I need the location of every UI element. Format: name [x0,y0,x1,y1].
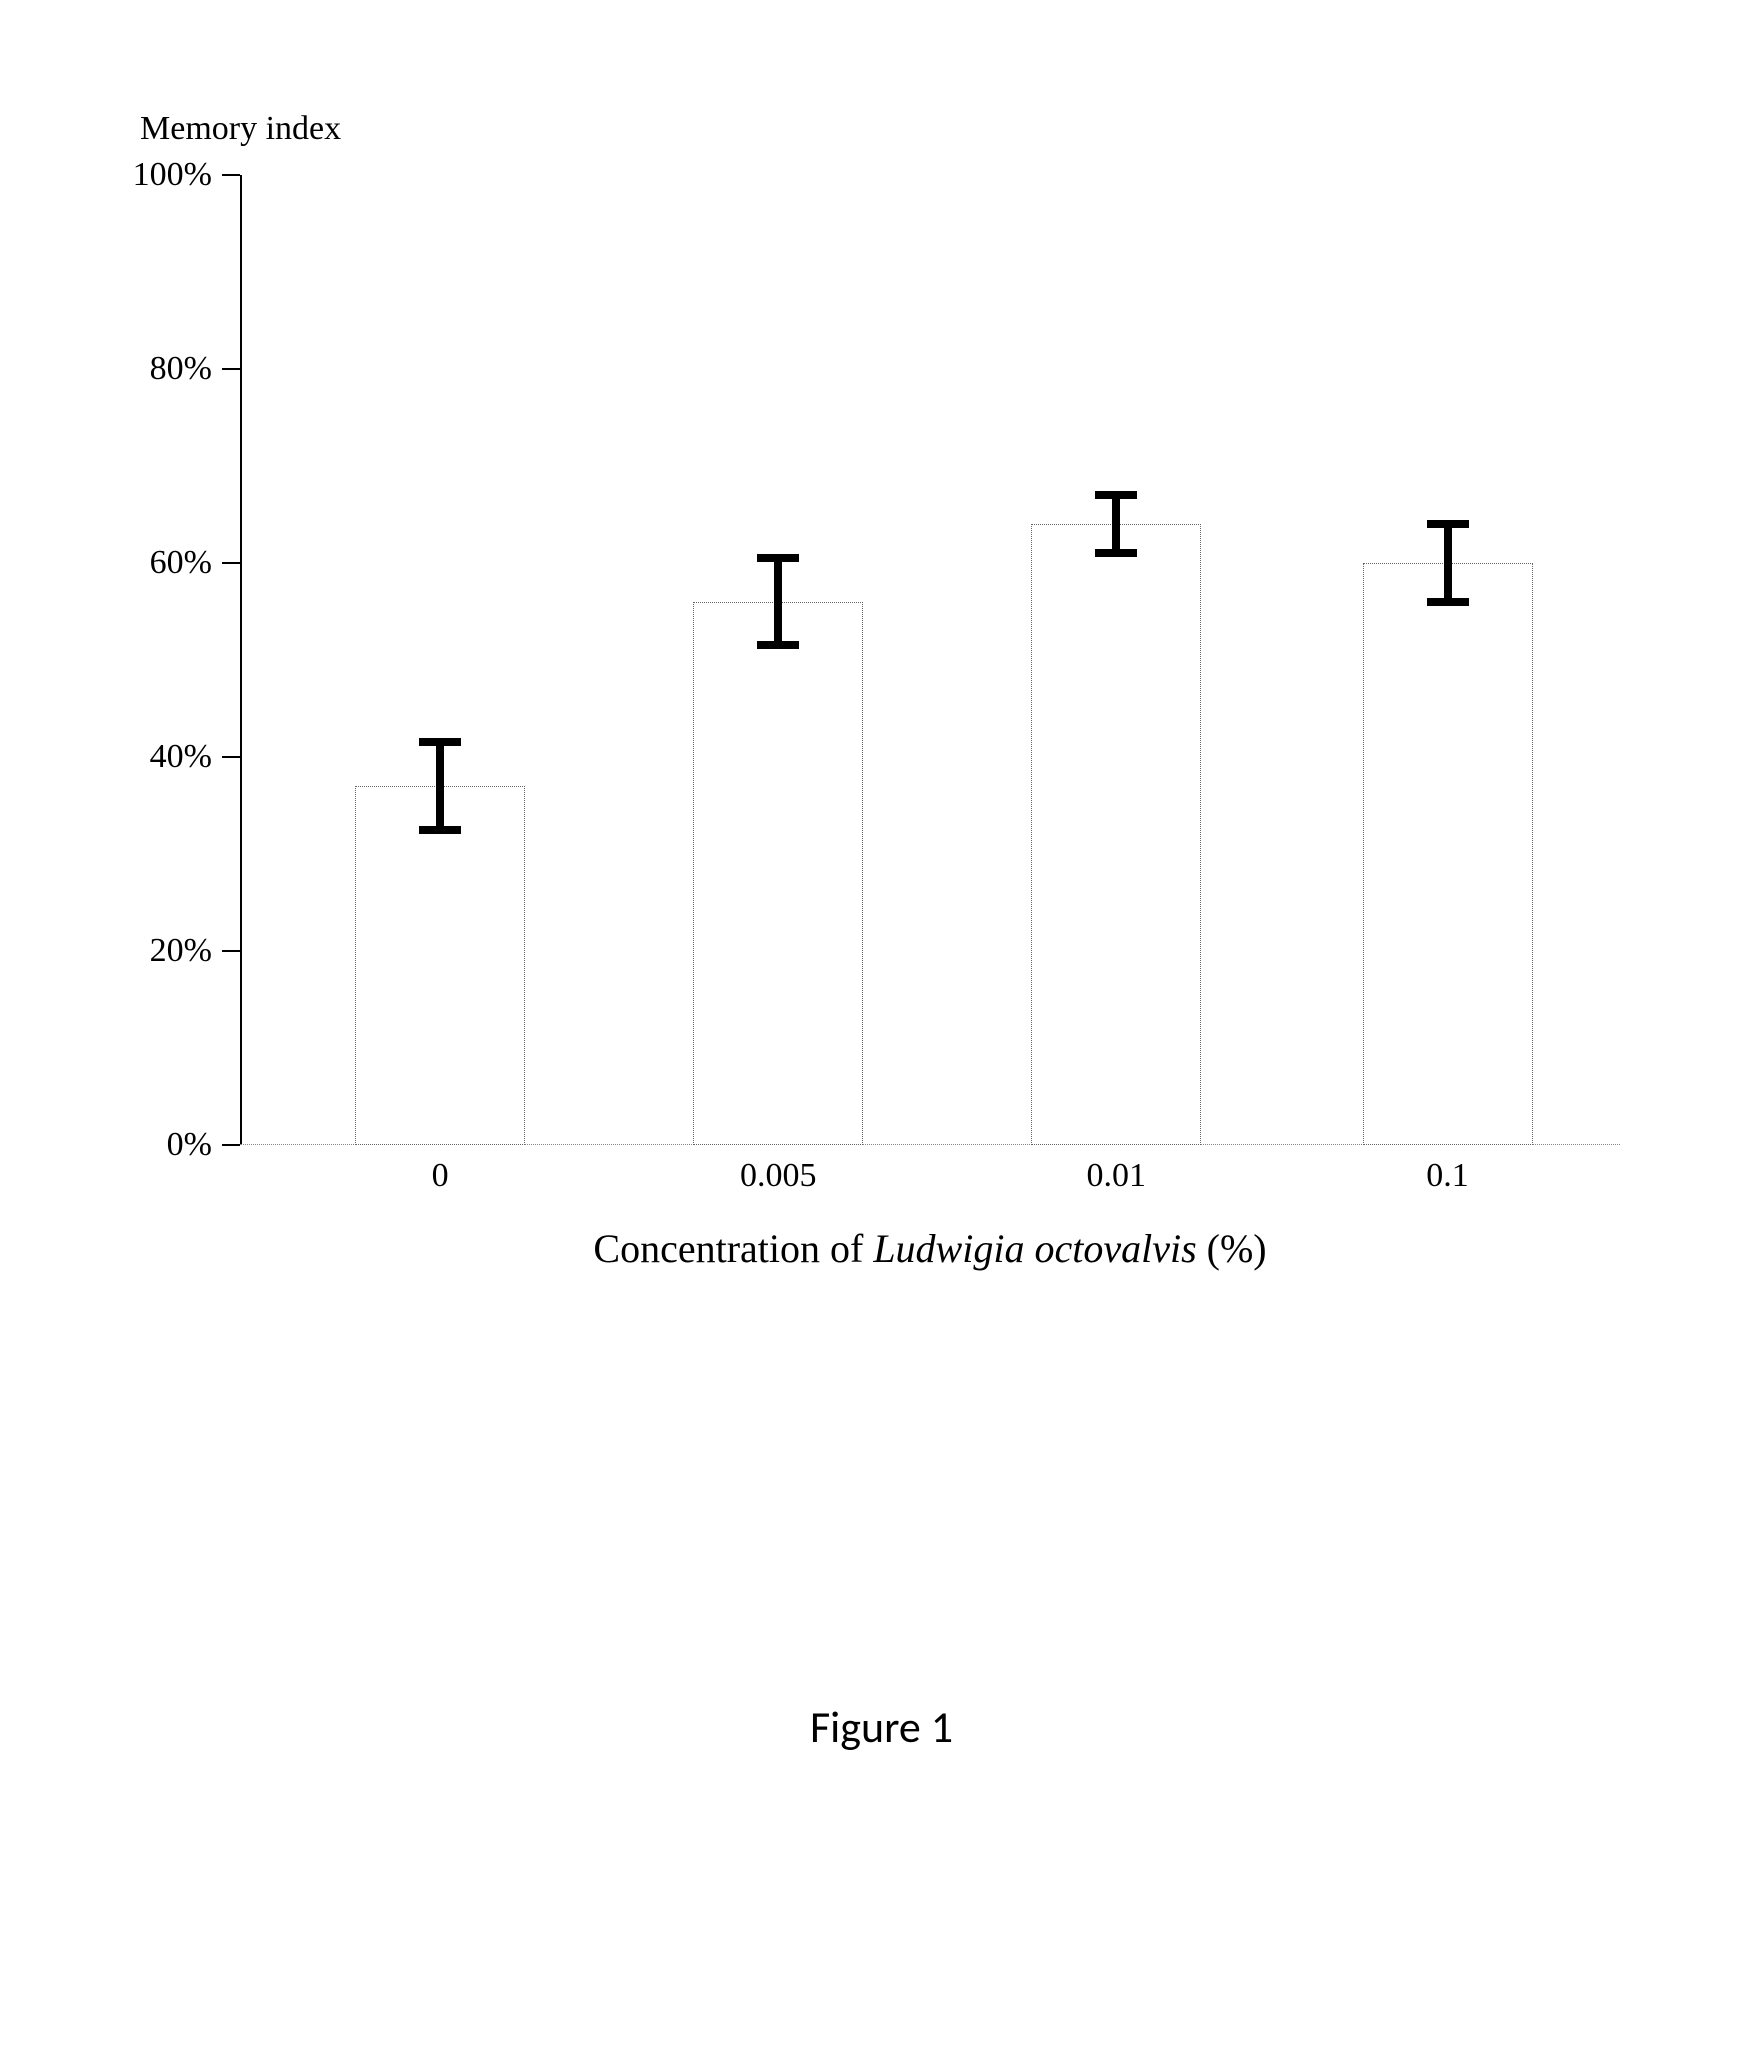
x-tick-label: 0.01 [1087,1157,1147,1195]
y-tick [222,368,240,370]
error-bar-cap-bottom [757,641,799,649]
error-bar-stem [1444,524,1452,602]
y-tick [222,1144,240,1146]
bar [1363,563,1533,1145]
plot-area: Concentration of Ludwigia octovalvis (%)… [240,175,1620,1145]
x-tick-label: 0 [432,1157,449,1195]
bars-layer [240,175,1620,1145]
y-axis-title: Memory index [140,110,341,148]
x-title-prefix: Concentration of [593,1226,873,1271]
error-bar-stem [1112,495,1120,553]
error-bar-stem [774,558,782,645]
y-tick [222,174,240,176]
x-tick-label: 0.1 [1426,1157,1469,1195]
bar [355,786,525,1145]
y-tick [222,562,240,564]
x-axis-title: Concentration of Ludwigia octovalvis (%) [593,1225,1266,1272]
y-tick-label: 100% [133,156,212,194]
x-title-italic: Ludwigia octovalvis [873,1226,1196,1271]
error-bar-cap-bottom [1427,598,1469,606]
y-tick [222,756,240,758]
page: Memory index Concentration of Ludwigia o… [0,0,1763,2062]
bar [693,602,863,1145]
x-tick-label: 0.005 [740,1157,817,1195]
error-bar-cap-bottom [1095,549,1137,557]
y-tick-label: 40% [150,738,212,776]
error-bar-cap-top [757,554,799,562]
bar [1031,524,1201,1145]
y-tick-label: 60% [150,544,212,582]
error-bar-cap-top [1427,520,1469,528]
bar-chart: Memory index Concentration of Ludwigia o… [140,120,1620,1145]
figure-caption: Figure 1 [0,1700,1763,1754]
x-title-suffix: (%) [1197,1226,1267,1271]
error-bar-cap-bottom [419,826,461,834]
y-tick [222,950,240,952]
y-tick-label: 0% [167,1126,212,1164]
y-tick-label: 80% [150,350,212,388]
error-bar-stem [436,742,444,829]
error-bar-cap-top [419,738,461,746]
y-tick-label: 20% [150,932,212,970]
error-bar-cap-top [1095,491,1137,499]
